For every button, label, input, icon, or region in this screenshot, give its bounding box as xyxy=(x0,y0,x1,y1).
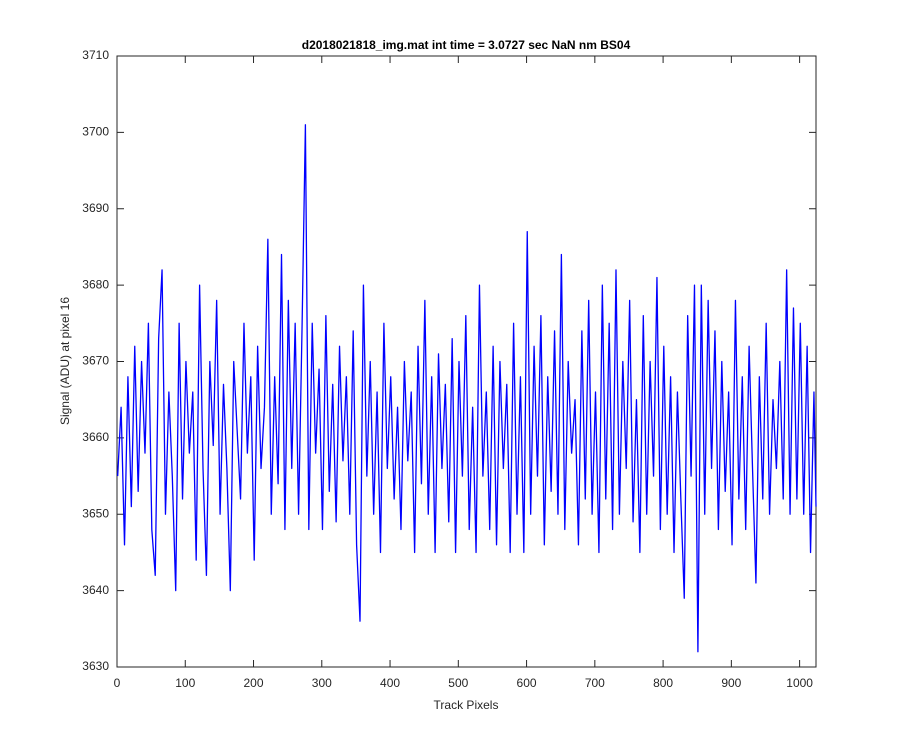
x-tick-label: 200 xyxy=(244,676,264,690)
y-tick-label: 3700 xyxy=(82,125,109,139)
y-tick-label: 3630 xyxy=(82,659,109,673)
y-tick-label: 3670 xyxy=(82,354,109,368)
x-tick-label: 500 xyxy=(448,676,468,690)
x-tick-label: 600 xyxy=(517,676,537,690)
x-tick-label: 400 xyxy=(380,676,400,690)
data-line xyxy=(117,124,817,653)
x-tick-label: 800 xyxy=(653,676,673,690)
chart-title: d2018021818_img.mat int time = 3.0727 se… xyxy=(302,38,631,52)
y-axis-label: Signal (ADU) at pixel 16 xyxy=(58,297,72,425)
x-tick-label: 700 xyxy=(585,676,605,690)
x-axis-label: Track Pixels xyxy=(434,698,499,712)
y-tick-label: 3690 xyxy=(82,201,109,215)
y-tick-label: 3650 xyxy=(82,506,109,520)
y-tick-label: 3680 xyxy=(82,277,109,291)
x-tick-label: 0 xyxy=(114,676,121,690)
x-tick-label: 300 xyxy=(312,676,332,690)
y-tick-label: 3640 xyxy=(82,583,109,597)
x-tick-label: 1000 xyxy=(786,676,813,690)
x-tick-label: 100 xyxy=(175,676,195,690)
y-tick-label: 3710 xyxy=(82,48,109,62)
y-tick-label: 3660 xyxy=(82,430,109,444)
x-tick-label: 900 xyxy=(721,676,741,690)
